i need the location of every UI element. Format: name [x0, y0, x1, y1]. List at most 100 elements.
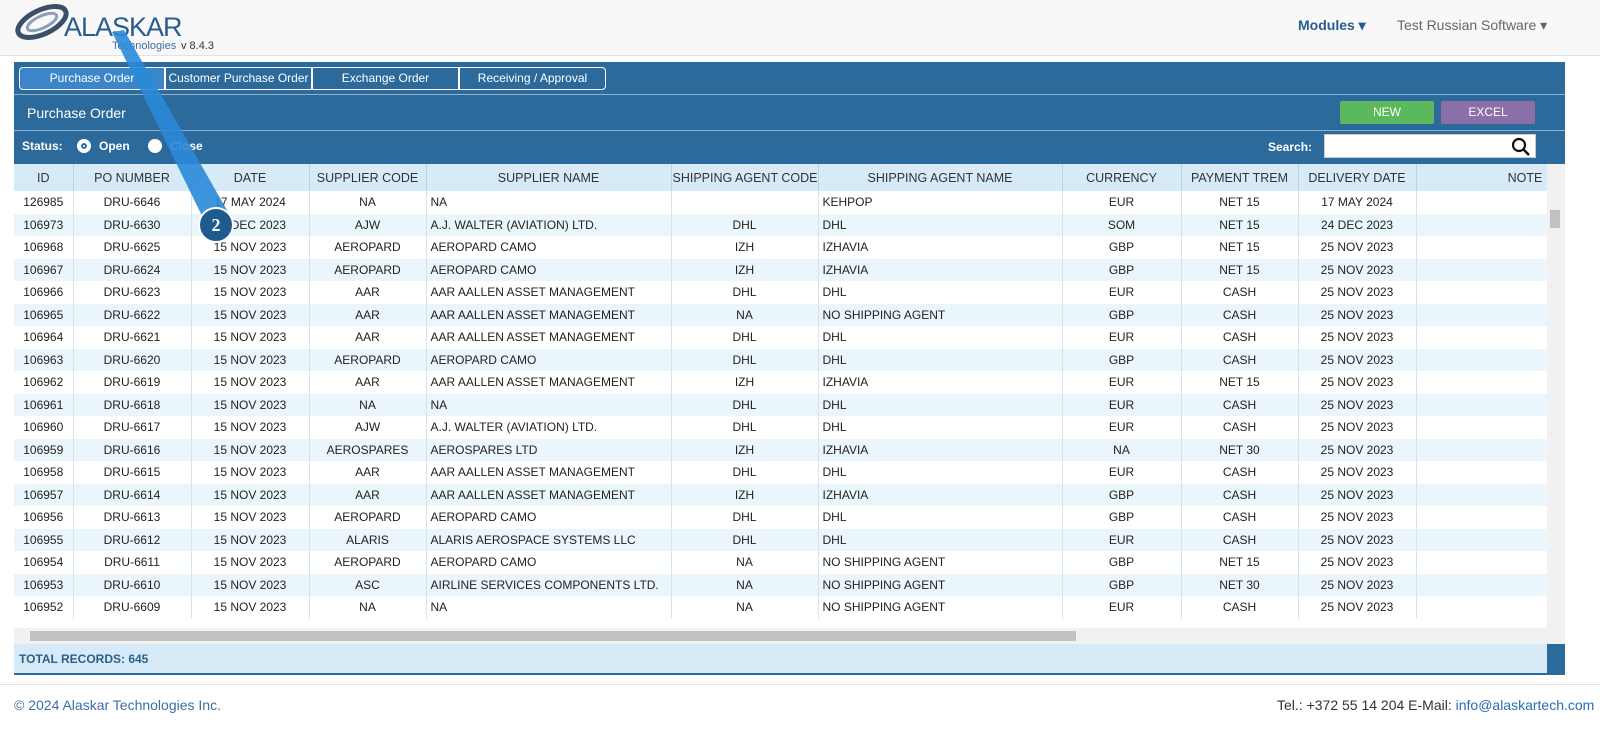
- table-cell: 25 NOV 2023: [1298, 528, 1417, 551]
- table-cell: DHL: [818, 416, 1063, 439]
- table-cell: DHL: [671, 416, 819, 439]
- table-cell: AAR: [309, 371, 427, 394]
- table-cell: NA: [426, 191, 672, 214]
- table-cell: CASH: [1181, 393, 1299, 416]
- table-cell: AAR AALLEN ASSET MANAGEMENT: [426, 281, 672, 304]
- excel-button[interactable]: EXCEL: [1441, 101, 1535, 124]
- table-cell: 24 DEC 2023: [1298, 213, 1417, 236]
- table-cell: 25 NOV 2023: [1298, 551, 1417, 574]
- table-row: 106959 DRU-6616 15 NOV 2023 AEROSPARES AEROS…: [14, 438, 1547, 461]
- panel-title: Purchase Order: [27, 105, 126, 121]
- v-scrollbar[interactable]: [1547, 164, 1565, 644]
- table-cell: AAR: [309, 326, 427, 349]
- menu-modules[interactable]: Modules ▾: [1298, 17, 1366, 33]
- table-cell: 15 NOV 2023: [191, 348, 310, 371]
- radio-label: Open: [99, 139, 130, 153]
- table-row: 106955 DRU-6612 15 NOV 2023 ALARIS ALARIS AE…: [14, 528, 1547, 551]
- table-cell: 25 NOV 2023: [1298, 596, 1417, 619]
- table-cell: DHL: [671, 506, 819, 529]
- table-cell: CASH: [1181, 281, 1299, 304]
- table-row: 106960 DRU-6617 15 NOV 2023 AJW A.J. WALTER …: [14, 416, 1547, 439]
- table-cell: NO SHIPPING AGENT: [818, 303, 1063, 326]
- footer: © 2024 Alaskar Technologies Inc. Tel.: +…: [0, 684, 1600, 736]
- table-cell: NO SHIPPING AGENT: [818, 573, 1063, 596]
- panel: Purchase Order Customer Purchase Order E…: [14, 62, 1565, 675]
- menu-label: Modules: [1298, 17, 1355, 33]
- contact-text: Tel.: +372 55 14 204 E-Mail:: [1277, 697, 1452, 713]
- tab[interactable]: Exchange Order: [312, 67, 459, 90]
- tab[interactable]: Purchase Order: [19, 67, 165, 90]
- table-cell: 106960: [14, 416, 74, 439]
- table-cell: NA: [1062, 438, 1182, 461]
- table-cell: 126985: [14, 191, 74, 214]
- table-row: 106963 DRU-6620 15 NOV 2023 AEROPARD AEROPAR…: [14, 348, 1547, 371]
- search-input[interactable]: [1324, 134, 1536, 158]
- table-cell: EUR: [1062, 416, 1182, 439]
- email-link[interactable]: info@alaskartech.com: [1455, 697, 1595, 713]
- table-cell: NA: [671, 596, 819, 619]
- table-cell: AAR AALLEN ASSET MANAGEMENT: [426, 371, 672, 394]
- table-cell: AEROPARD: [309, 551, 427, 574]
- table-cell: NA: [671, 303, 819, 326]
- table-cell: AEROSPARES LTD: [426, 438, 672, 461]
- table-cell: AAR AALLEN ASSET MANAGEMENT: [426, 461, 672, 484]
- table-row: 106973 DRU-6630 24 DEC 2023 AJW A.J. WALTER …: [14, 213, 1547, 236]
- table-cell: NO SHIPPING AGENT: [818, 596, 1063, 619]
- table-cell: DRU-6623: [73, 281, 192, 304]
- menu-user[interactable]: Test Russian Software ▾: [1397, 17, 1548, 33]
- table-cell: A.J. WALTER (AVIATION) LTD.: [426, 416, 672, 439]
- table-cell: DHL: [818, 213, 1063, 236]
- table-cell: DRU-6630: [73, 213, 192, 236]
- header-row: ID PO NUMBER DATE SUPPLIER CODE SUPPLIER NAM…: [14, 164, 1547, 191]
- table-row: 106965 DRU-6622 15 NOV 2023 AAR AAR AALLEN A…: [14, 303, 1547, 326]
- table-cell: DRU-6625: [73, 236, 192, 259]
- table-cell: DHL: [671, 393, 819, 416]
- table-cell: 25 NOV 2023: [1298, 573, 1417, 596]
- annotation-pointer: [112, 30, 228, 224]
- search-label: Search:: [1268, 140, 1313, 154]
- table-cell: AAR: [309, 483, 427, 506]
- table-cell: ALARIS: [309, 528, 427, 551]
- table-cell: AAR: [309, 303, 427, 326]
- table-cell: DRU-6611: [73, 551, 192, 574]
- table-cell: 15 NOV 2023: [191, 258, 310, 281]
- table-cell: IZHAVIA: [818, 483, 1063, 506]
- tab[interactable]: Receiving / Approval: [459, 67, 606, 90]
- table-cell: 15 NOV 2023: [191, 393, 310, 416]
- table-cell: ASC: [309, 573, 427, 596]
- table-cell: 15 NOV 2023: [191, 506, 310, 529]
- annotation-badge: [198, 207, 234, 243]
- table-cell: NA: [309, 393, 427, 416]
- table-cell: CASH: [1181, 461, 1299, 484]
- search-icon[interactable]: [1511, 137, 1531, 157]
- table-cell: 25 NOV 2023: [1298, 281, 1417, 304]
- table-cell: DHL: [818, 528, 1063, 551]
- table-cell: DRU-6617: [73, 416, 192, 439]
- v-thumb[interactable]: [1550, 210, 1560, 228]
- h-scrollbar[interactable]: [14, 628, 1547, 644]
- new-button[interactable]: NEW: [1340, 101, 1434, 124]
- radio-close[interactable]: [148, 139, 162, 153]
- table-cell: NET 15: [1181, 551, 1299, 574]
- table-cell: 106957: [14, 483, 74, 506]
- table-cell: 25 NOV 2023: [1298, 461, 1417, 484]
- table-cell: CASH: [1181, 483, 1299, 506]
- table-cell: NA: [309, 191, 427, 214]
- table-cell: DHL: [671, 528, 819, 551]
- table-cell: 15 NOV 2023: [191, 281, 310, 304]
- table-cell: 106966: [14, 281, 74, 304]
- table-cell: IZH: [671, 236, 819, 259]
- column-header: SHIPPING AGENT CODE: [671, 164, 819, 191]
- table-cell: 15 NOV 2023: [191, 461, 310, 484]
- radio-open[interactable]: [77, 139, 91, 153]
- table-cell: AEROPARD CAMO: [426, 506, 672, 529]
- table-cell: DHL: [818, 506, 1063, 529]
- h-thumb[interactable]: [30, 631, 1076, 641]
- table-cell: IZH: [671, 258, 819, 281]
- table-cell: NET 15: [1181, 236, 1299, 259]
- tab[interactable]: Customer Purchase Order: [165, 67, 312, 90]
- table-cell: 106958: [14, 461, 74, 484]
- table-cell: GBP: [1062, 258, 1182, 281]
- table-cell: GBP: [1062, 483, 1182, 506]
- table-cell: A.J. WALTER (AVIATION) LTD.: [426, 213, 672, 236]
